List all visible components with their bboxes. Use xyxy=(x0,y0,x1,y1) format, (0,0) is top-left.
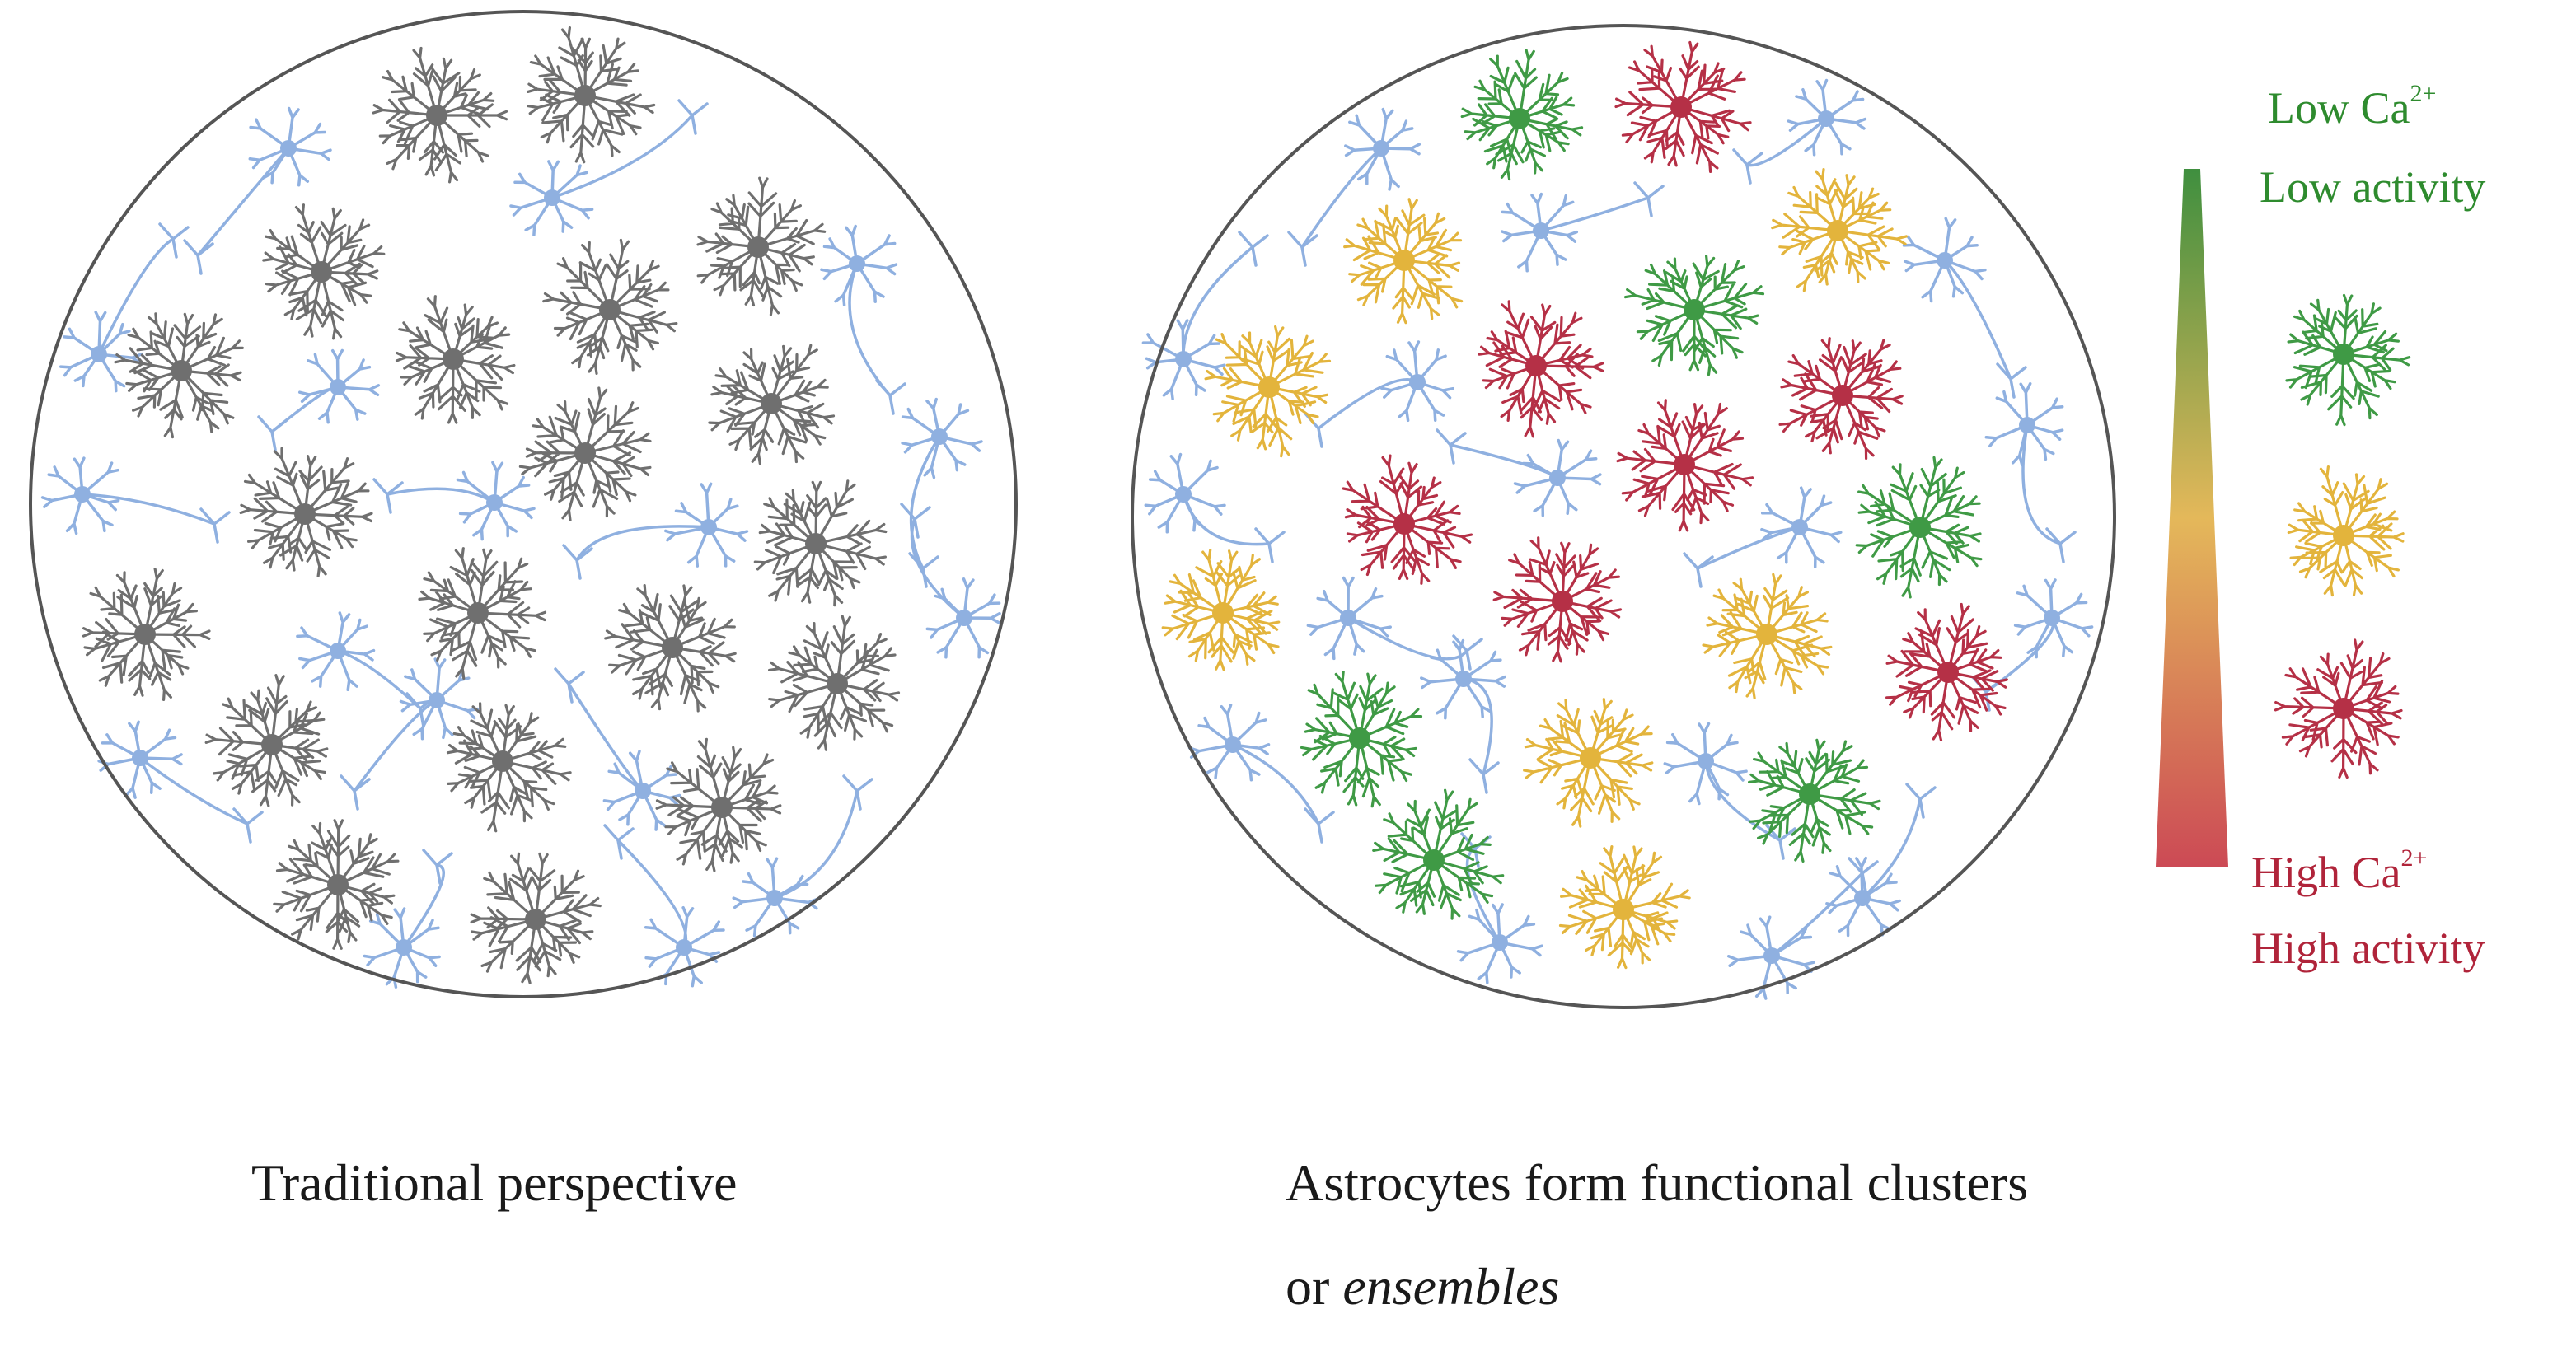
caption-traditional-perspective: Traditional perspective xyxy=(251,1153,738,1212)
blue-neuron xyxy=(562,482,749,580)
yellow-astrocyte-medium-activity xyxy=(1771,168,1908,292)
gray-astrocyte xyxy=(114,312,244,439)
gray-astrocyte xyxy=(655,737,782,872)
legend-high-activity: High activity xyxy=(2251,923,2485,973)
blue-neuron xyxy=(1984,381,2077,563)
left-astrocyte-layer xyxy=(82,26,901,984)
green-astrocyte-low-activity xyxy=(1855,456,1983,599)
blue-neuron xyxy=(900,503,1001,659)
left-neuron-layer xyxy=(40,99,1001,989)
red-astrocyte-high-activity xyxy=(1885,602,2008,742)
blue-neuron xyxy=(40,456,231,544)
blue-neuron xyxy=(1456,832,1543,984)
blue-neuron xyxy=(1436,428,1602,517)
legend-high-calcium: High Ca2+ xyxy=(2251,844,2428,897)
red-astrocyte-high-activity xyxy=(1342,454,1473,585)
red-astrocyte-high-activity xyxy=(1778,337,1904,461)
blue-neuron xyxy=(1683,486,1843,588)
blue-neuron xyxy=(1420,638,1506,794)
blue-neuron xyxy=(1287,107,1421,267)
gray-astrocyte xyxy=(527,26,656,164)
legend-astrocyte-examples xyxy=(2274,293,2411,779)
gray-astrocyte xyxy=(753,479,888,607)
green-astrocyte-low-activity xyxy=(1748,738,1881,863)
gray-astrocyte xyxy=(418,547,547,680)
blue-neuron xyxy=(732,774,873,938)
gray-astrocyte xyxy=(768,615,901,751)
functional-clusters-panel xyxy=(1131,24,2116,1009)
red-astrocyte-high-activity xyxy=(1616,399,1754,532)
right-astrocyte-layer xyxy=(1161,40,2008,970)
blue-neuron xyxy=(1187,704,1335,844)
green-astrocyte-low-activity xyxy=(1623,255,1765,376)
yellow-astrocyte-medium-activity xyxy=(1558,845,1691,970)
blue-neuron xyxy=(1726,857,1879,1000)
right-neuron-layer xyxy=(1141,78,2094,1000)
gray-astrocyte xyxy=(262,203,386,340)
activity-legend xyxy=(2156,169,2411,867)
yellow-astrocyte-medium-activity xyxy=(1523,698,1654,828)
blue-neuron xyxy=(509,99,709,237)
blue-neuron xyxy=(340,657,480,811)
legend-low-calcium: Low Ca2+ xyxy=(2268,80,2437,133)
legend-green-astrocyte xyxy=(2285,293,2411,427)
blue-neuron xyxy=(363,849,453,989)
caption-ensembles: or ensembles xyxy=(1286,1257,1560,1316)
gray-astrocyte xyxy=(470,852,602,984)
blue-neuron xyxy=(296,611,437,728)
legend-yellow-astrocyte xyxy=(2287,465,2405,597)
caption-functional-clusters: Astrocytes form functional clusters xyxy=(1286,1153,2029,1212)
gray-astrocyte xyxy=(273,819,400,950)
blue-neuron xyxy=(1825,783,1937,938)
red-astrocyte-high-activity xyxy=(1492,536,1623,663)
legend-red-astrocyte xyxy=(2274,638,2403,779)
traditional-perspective-panel xyxy=(29,10,1018,998)
blue-neuron xyxy=(1141,231,1269,400)
right-panel-circle xyxy=(1131,24,2116,1009)
gray-astrocyte xyxy=(518,386,652,521)
green-astrocyte-low-activity xyxy=(1372,788,1505,920)
blue-neuron xyxy=(1663,722,1796,860)
gray-astrocyte xyxy=(708,344,836,465)
blue-neuron xyxy=(372,461,536,541)
green-astrocyte-low-activity xyxy=(1300,671,1423,808)
blue-neuron xyxy=(1902,217,2027,399)
gray-astrocyte xyxy=(604,584,737,713)
gray-astrocyte xyxy=(446,702,572,833)
gray-astrocyte xyxy=(542,238,678,375)
yellow-astrocyte-medium-activity xyxy=(1702,573,1833,699)
red-astrocyte-high-activity xyxy=(1478,300,1604,438)
gray-astrocyte xyxy=(82,568,211,701)
gray-astrocyte xyxy=(372,46,508,184)
left-panel-circle xyxy=(29,10,1018,998)
gray-astrocyte xyxy=(395,295,516,424)
blue-neuron xyxy=(1732,78,1867,185)
yellow-astrocyte-medium-activity xyxy=(1161,549,1281,671)
green-astrocyte-low-activity xyxy=(1460,49,1584,181)
blue-neuron xyxy=(183,106,332,275)
activity-gradient-wedge xyxy=(2156,169,2228,867)
blue-neuron xyxy=(554,667,681,831)
gray-astrocyte xyxy=(204,674,329,807)
blue-neuron xyxy=(97,720,264,844)
blue-neuron xyxy=(257,348,381,451)
blue-neuron xyxy=(1971,578,2094,712)
legend-low-activity: Low activity xyxy=(2260,162,2486,212)
blue-neuron xyxy=(1144,452,1286,563)
blue-neuron xyxy=(59,222,190,393)
yellow-astrocyte-medium-activity xyxy=(1343,198,1464,325)
gray-astrocyte xyxy=(696,176,827,316)
red-astrocyte-high-activity xyxy=(1614,40,1752,173)
blue-neuron xyxy=(901,397,983,588)
blue-neuron xyxy=(820,224,906,415)
yellow-astrocyte-medium-activity xyxy=(1204,325,1332,458)
gray-astrocyte xyxy=(239,447,373,577)
blue-neuron xyxy=(1306,576,1483,671)
blue-neuron xyxy=(1501,181,1665,273)
